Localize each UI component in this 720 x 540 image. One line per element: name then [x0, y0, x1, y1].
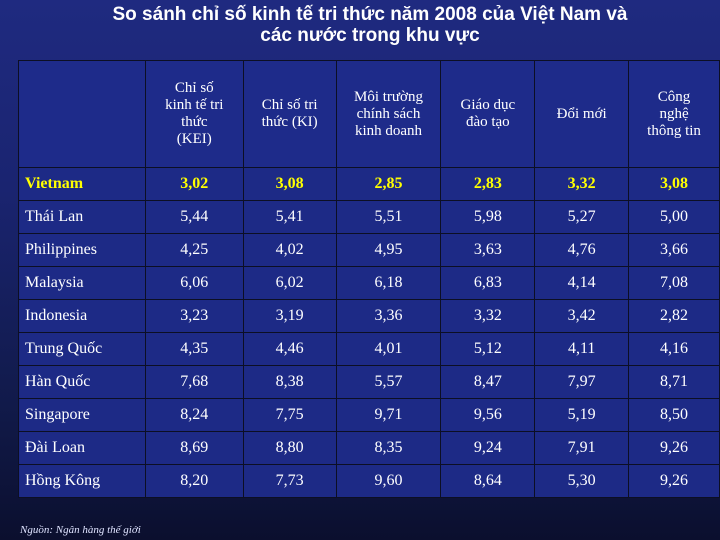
- value-cell: 7,08: [628, 266, 720, 300]
- value-cell: 6,06: [144, 266, 244, 300]
- value-cell: 4,16: [628, 332, 720, 366]
- value-cell: 8,64: [440, 464, 536, 498]
- header-cell: Đổi mới: [534, 60, 630, 168]
- value-cell: 3,08: [628, 167, 720, 201]
- country-cell: Philippines: [18, 233, 146, 267]
- value-cell: 3,42: [534, 299, 630, 333]
- value-cell: 7,68: [144, 365, 244, 399]
- value-cell: 9,71: [335, 398, 442, 432]
- source-note: Nguồn: Ngân hàng thế giới: [20, 524, 141, 536]
- value-cell: 7,73: [242, 464, 337, 498]
- table-row: Indonesia 3,23 3,19 3,36 3,32 3,42 2,82: [18, 299, 720, 333]
- value-cell: 8,47: [440, 365, 536, 399]
- value-cell: 8,24: [144, 398, 244, 432]
- value-cell: 9,24: [440, 431, 536, 465]
- value-cell: 8,50: [628, 398, 720, 432]
- country-cell: Vietnam: [18, 167, 146, 201]
- value-cell: 6,18: [335, 266, 442, 300]
- value-cell: 8,71: [628, 365, 720, 399]
- country-cell: Indonesia: [18, 299, 146, 333]
- table-row: Singapore 8,24 7,75 9,71 9,56 5,19 8,50: [18, 398, 720, 432]
- value-cell: 3,63: [440, 233, 536, 267]
- header-cell-corner: [18, 60, 146, 168]
- table-row: Hồng Kông 8,20 7,73 9,60 8,64 5,30 9,26: [18, 464, 720, 498]
- header-cell: Công nghệ thông tin: [628, 60, 720, 168]
- value-cell: 9,60: [335, 464, 442, 498]
- value-cell: 6,83: [440, 266, 536, 300]
- country-cell: Thái Lan: [18, 200, 146, 234]
- value-cell: 8,69: [144, 431, 244, 465]
- value-cell: 3,36: [335, 299, 442, 333]
- value-cell: 8,35: [335, 431, 442, 465]
- header-row: Chỉ số kinh tế tri thức (KEI) Chỉ số tri thức…: [18, 60, 720, 168]
- value-cell: 3,08: [242, 167, 337, 201]
- value-cell: 5,44: [144, 200, 244, 234]
- value-cell: 4,35: [144, 332, 244, 366]
- value-cell: 2,85: [335, 167, 442, 201]
- value-cell: 6,02: [242, 266, 337, 300]
- title-line-2: các nước trong khu vực: [260, 25, 480, 46]
- header-cell: Môi trường chính sách kinh doanh: [335, 60, 442, 168]
- value-cell: 4,01: [335, 332, 442, 366]
- value-cell: 4,02: [242, 233, 337, 267]
- value-cell: 4,14: [534, 266, 630, 300]
- value-cell: 5,19: [534, 398, 630, 432]
- value-cell: 3,32: [440, 299, 536, 333]
- value-cell: 8,20: [144, 464, 244, 498]
- header-cell: Chỉ số tri thức (KI): [242, 60, 337, 168]
- value-cell: 3,32: [534, 167, 630, 201]
- value-cell: 7,75: [242, 398, 337, 432]
- kei-comparison-table: Chỉ số kinh tế tri thức (KEI) Chỉ số tri thức…: [18, 60, 720, 498]
- table-row: Đài Loan 8,69 8,80 8,35 9,24 7,91 9,26: [18, 431, 720, 465]
- country-cell: Hàn Quốc: [18, 365, 146, 399]
- value-cell: 5,27: [534, 200, 630, 234]
- table-body: Vietnam 3,02 3,08 2,85 2,83 3,32 3,08 Thái Lan 5…: [18, 167, 720, 498]
- value-cell: 3,23: [144, 299, 244, 333]
- table-row: Philippines 4,25 4,02 4,95 3,63 4,76 3,66: [18, 233, 720, 267]
- value-cell: 5,00: [628, 200, 720, 234]
- table-row: Thái Lan 5,44 5,41 5,51 5,98 5,27 5,00: [18, 200, 720, 234]
- value-cell: 9,26: [628, 431, 720, 465]
- country-cell: Đài Loan: [18, 431, 146, 465]
- value-cell: 7,97: [534, 365, 630, 399]
- value-cell: 7,91: [534, 431, 630, 465]
- value-cell: 5,12: [440, 332, 536, 366]
- country-cell: Hồng Kông: [18, 464, 146, 498]
- value-cell: 5,30: [534, 464, 630, 498]
- value-cell: 4,11: [534, 332, 630, 366]
- value-cell: 5,57: [335, 365, 442, 399]
- value-cell: 5,51: [335, 200, 442, 234]
- page-title: So sánh chỉ số kinh tế tri thức năm 2008…: [20, 4, 720, 46]
- value-cell: 8,38: [242, 365, 337, 399]
- value-cell: 3,19: [242, 299, 337, 333]
- header-cell: Chỉ số kinh tế tri thức (KEI): [144, 60, 244, 168]
- value-cell: 5,98: [440, 200, 536, 234]
- header-cell: Giáo dục đào tạo: [440, 60, 536, 168]
- table-row: Vietnam 3,02 3,08 2,85 2,83 3,32 3,08: [18, 167, 720, 201]
- value-cell: 8,80: [242, 431, 337, 465]
- value-cell: 3,02: [144, 167, 244, 201]
- title-line-1: So sánh chỉ số kinh tế tri thức năm 2008…: [112, 4, 628, 25]
- value-cell: 9,56: [440, 398, 536, 432]
- value-cell: 4,25: [144, 233, 244, 267]
- value-cell: 4,76: [534, 233, 630, 267]
- country-cell: Singapore: [18, 398, 146, 432]
- value-cell: 4,95: [335, 233, 442, 267]
- country-cell: Trung Quốc: [18, 332, 146, 366]
- value-cell: 2,83: [440, 167, 536, 201]
- value-cell: 5,41: [242, 200, 337, 234]
- table-row: Malaysia 6,06 6,02 6,18 6,83 4,14 7,08: [18, 266, 720, 300]
- table-row: Hàn Quốc 7,68 8,38 5,57 8,47 7,97 8,71: [18, 365, 720, 399]
- country-cell: Malaysia: [18, 266, 146, 300]
- table-row: Trung Quốc 4,35 4,46 4,01 5,12 4,11 4,16: [18, 332, 720, 366]
- value-cell: 4,46: [242, 332, 337, 366]
- value-cell: 3,66: [628, 233, 720, 267]
- value-cell: 9,26: [628, 464, 720, 498]
- value-cell: 2,82: [628, 299, 720, 333]
